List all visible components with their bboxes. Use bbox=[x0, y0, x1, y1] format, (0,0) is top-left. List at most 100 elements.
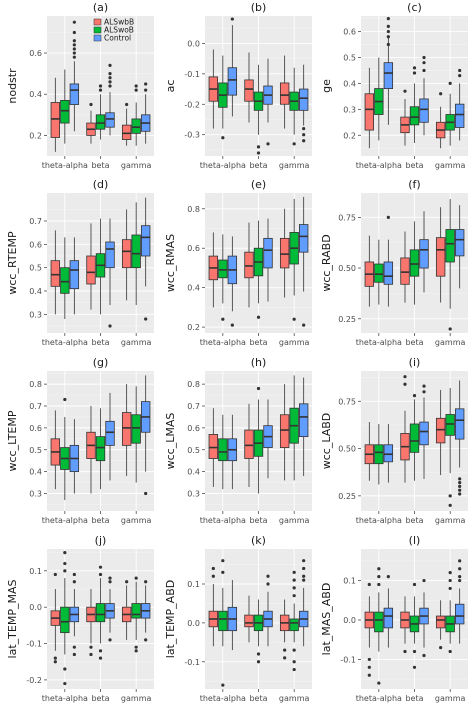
box-body bbox=[435, 417, 446, 444]
box-ALSwbB-theta-alpha bbox=[50, 230, 61, 315]
box-ALSwoB-gamma bbox=[131, 202, 141, 305]
box-body bbox=[244, 614, 254, 628]
box-Control-theta-alpha bbox=[383, 215, 394, 307]
box-ALSwoB-beta bbox=[95, 84, 106, 140]
box-body bbox=[60, 606, 70, 634]
outlier-point bbox=[292, 594, 296, 598]
box-ALSwbB-gamma bbox=[435, 207, 446, 303]
outlier-point bbox=[377, 582, 381, 587]
outlier-point bbox=[221, 317, 225, 321]
x-tick-label: gamma bbox=[435, 338, 466, 347]
outlier-point bbox=[63, 569, 67, 573]
x-tick-label: beta bbox=[91, 694, 109, 703]
box-ALSwbB-theta-alpha bbox=[208, 408, 219, 487]
box-ALSwbB-beta bbox=[244, 222, 254, 308]
box-Control-gamma bbox=[140, 197, 151, 321]
box-body bbox=[364, 93, 375, 131]
outlier-point bbox=[134, 645, 138, 649]
box-body bbox=[419, 421, 429, 446]
outlier-point bbox=[256, 151, 261, 155]
box-ALSwbB-beta bbox=[86, 223, 96, 310]
outlier-point bbox=[134, 649, 138, 653]
outlier-point bbox=[302, 574, 306, 578]
box-ALSwoB-gamma bbox=[289, 375, 299, 481]
outlier-point bbox=[144, 88, 148, 92]
y-tick-label: 0.3 bbox=[343, 105, 356, 114]
outlier-point bbox=[422, 384, 426, 388]
chart-panel-c: 0.2 0.3 0.4 0.5 0.6 theta-alpha beta gamma (c) ge bbox=[320, 1, 468, 170]
x-tick-label: theta-alpha bbox=[200, 516, 246, 525]
box-body bbox=[105, 420, 115, 446]
box-ALSwbB-gamma bbox=[121, 580, 132, 640]
y-tick-label: 0.6 bbox=[29, 424, 42, 433]
outlier-point bbox=[302, 559, 306, 563]
x-tick-label: beta bbox=[405, 516, 423, 525]
outlier-point bbox=[403, 649, 407, 654]
outlier-point bbox=[108, 324, 112, 328]
y-axis-label: wcc_LTEMP bbox=[6, 410, 19, 471]
legend-swatch bbox=[93, 26, 102, 34]
box-body bbox=[244, 429, 254, 459]
box-ALSwbB-theta-alpha bbox=[208, 566, 219, 647]
box-body bbox=[298, 403, 309, 438]
box-ALSwoB-theta-alpha bbox=[374, 239, 384, 305]
box-body bbox=[50, 102, 61, 138]
box-body bbox=[279, 237, 290, 269]
x-tick-label: theta-alpha bbox=[42, 338, 88, 347]
outlier-point bbox=[292, 667, 296, 672]
outlier-point bbox=[302, 139, 306, 143]
chart-panel-a: 0.2 0.4 0.6 theta-alpha beta gamma (a) nodstr AL… bbox=[6, 1, 154, 170]
box-ALSwbB-beta bbox=[400, 231, 410, 303]
box-body bbox=[121, 412, 132, 446]
y-tick-label: 0.3 bbox=[187, 490, 200, 499]
box-Control-gamma bbox=[140, 82, 151, 144]
outlier-point bbox=[230, 323, 234, 327]
box-Control-theta-alpha bbox=[227, 414, 238, 490]
outlier-point bbox=[63, 551, 67, 555]
y-tick-label: 0.6 bbox=[187, 244, 200, 253]
panel-title: (g) bbox=[93, 356, 109, 369]
outlier-point bbox=[412, 393, 417, 398]
box-body bbox=[409, 249, 420, 277]
outlier-point bbox=[144, 580, 148, 584]
outlier-point bbox=[256, 315, 261, 319]
y-tick-label: 0.5 bbox=[187, 446, 200, 455]
x-tick-label: theta-alpha bbox=[356, 161, 402, 170]
outlier-point bbox=[72, 39, 76, 43]
y-tick-label: 0.6 bbox=[187, 424, 200, 433]
box-body bbox=[121, 124, 132, 140]
x-tick-label: gamma bbox=[435, 694, 466, 703]
outlier-point bbox=[458, 484, 462, 489]
y-tick-label: 0.2 bbox=[343, 131, 356, 140]
x-tick-label: gamma bbox=[121, 161, 152, 170]
outlier-point bbox=[108, 80, 112, 84]
outlier-point bbox=[292, 586, 296, 590]
outlier-point bbox=[377, 567, 381, 571]
box-body bbox=[279, 414, 290, 448]
box-ALSwbB-gamma bbox=[279, 208, 290, 298]
outlier-point bbox=[412, 71, 417, 75]
x-tick-label: theta-alpha bbox=[356, 694, 402, 703]
outlier-point bbox=[72, 55, 76, 59]
outlier-point bbox=[302, 133, 306, 137]
y-tick-label: 0.25 bbox=[338, 315, 356, 324]
box-ALSwbB-beta bbox=[244, 52, 254, 123]
box-body bbox=[105, 241, 115, 269]
outlier-point bbox=[448, 494, 452, 498]
x-tick-label: gamma bbox=[279, 516, 310, 525]
outlier-point bbox=[422, 578, 426, 583]
box-body bbox=[140, 225, 151, 257]
box-Control-gamma bbox=[454, 559, 465, 644]
outlier-point bbox=[386, 42, 390, 47]
box-ALSwoB-gamma bbox=[445, 81, 455, 146]
box-ALSwoB-theta-alpha bbox=[60, 397, 70, 501]
box-ALSwoB-beta bbox=[95, 218, 106, 315]
outlier-point bbox=[422, 68, 426, 73]
outlier-point bbox=[256, 386, 261, 391]
outlier-point bbox=[72, 51, 76, 55]
outlier-point bbox=[422, 390, 426, 394]
box-ALSwoB-gamma bbox=[131, 84, 141, 146]
outlier-point bbox=[72, 47, 76, 51]
